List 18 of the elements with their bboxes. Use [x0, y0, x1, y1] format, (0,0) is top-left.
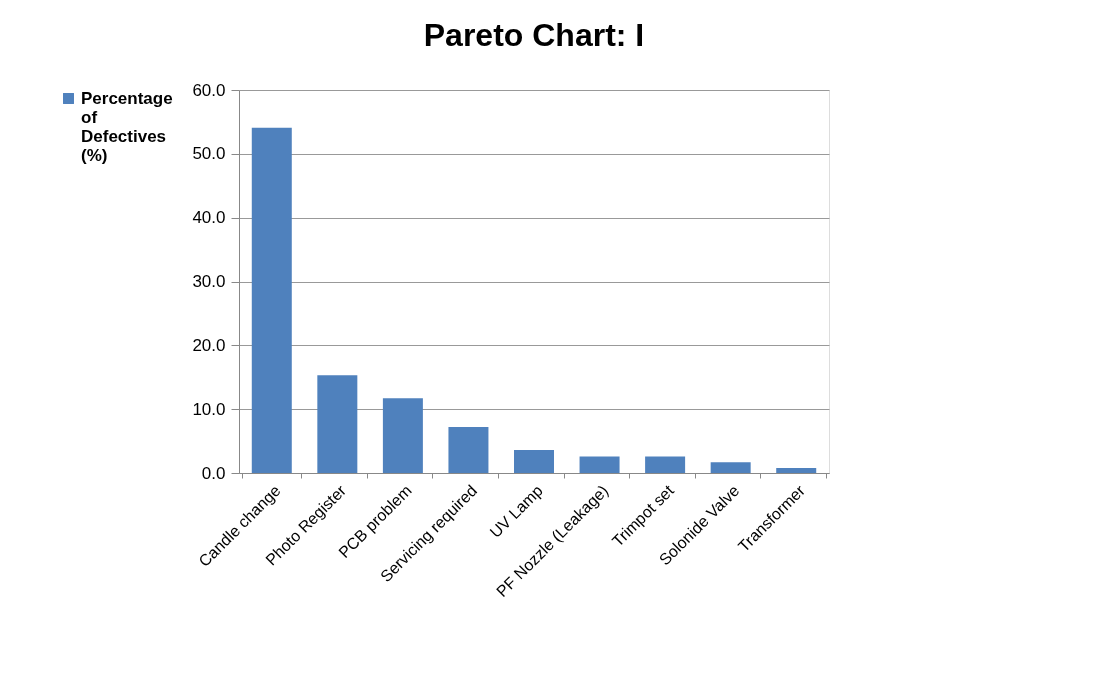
bar — [645, 456, 686, 473]
legend-label: Percentage of Defectives (%) — [81, 88, 173, 165]
bar — [579, 456, 620, 473]
bar — [514, 450, 554, 473]
y-tick-label: 30.0 — [192, 272, 226, 291]
bar — [710, 462, 751, 473]
y-tick-label: 40.0 — [192, 208, 226, 228]
bar — [448, 427, 489, 473]
y-tick-label: 0.0 — [201, 463, 226, 483]
y-tick-label: 20.0 — [192, 335, 226, 355]
bar — [382, 398, 423, 473]
y-tick-label: 10.0 — [192, 399, 226, 419]
bar — [251, 127, 292, 473]
y-tick-label: 60.0 — [192, 80, 226, 100]
chart-title: Pareto Chart: I — [423, 17, 645, 53]
y-tick-label: 50.0 — [192, 144, 226, 164]
bar — [776, 467, 817, 473]
bar — [317, 375, 358, 473]
